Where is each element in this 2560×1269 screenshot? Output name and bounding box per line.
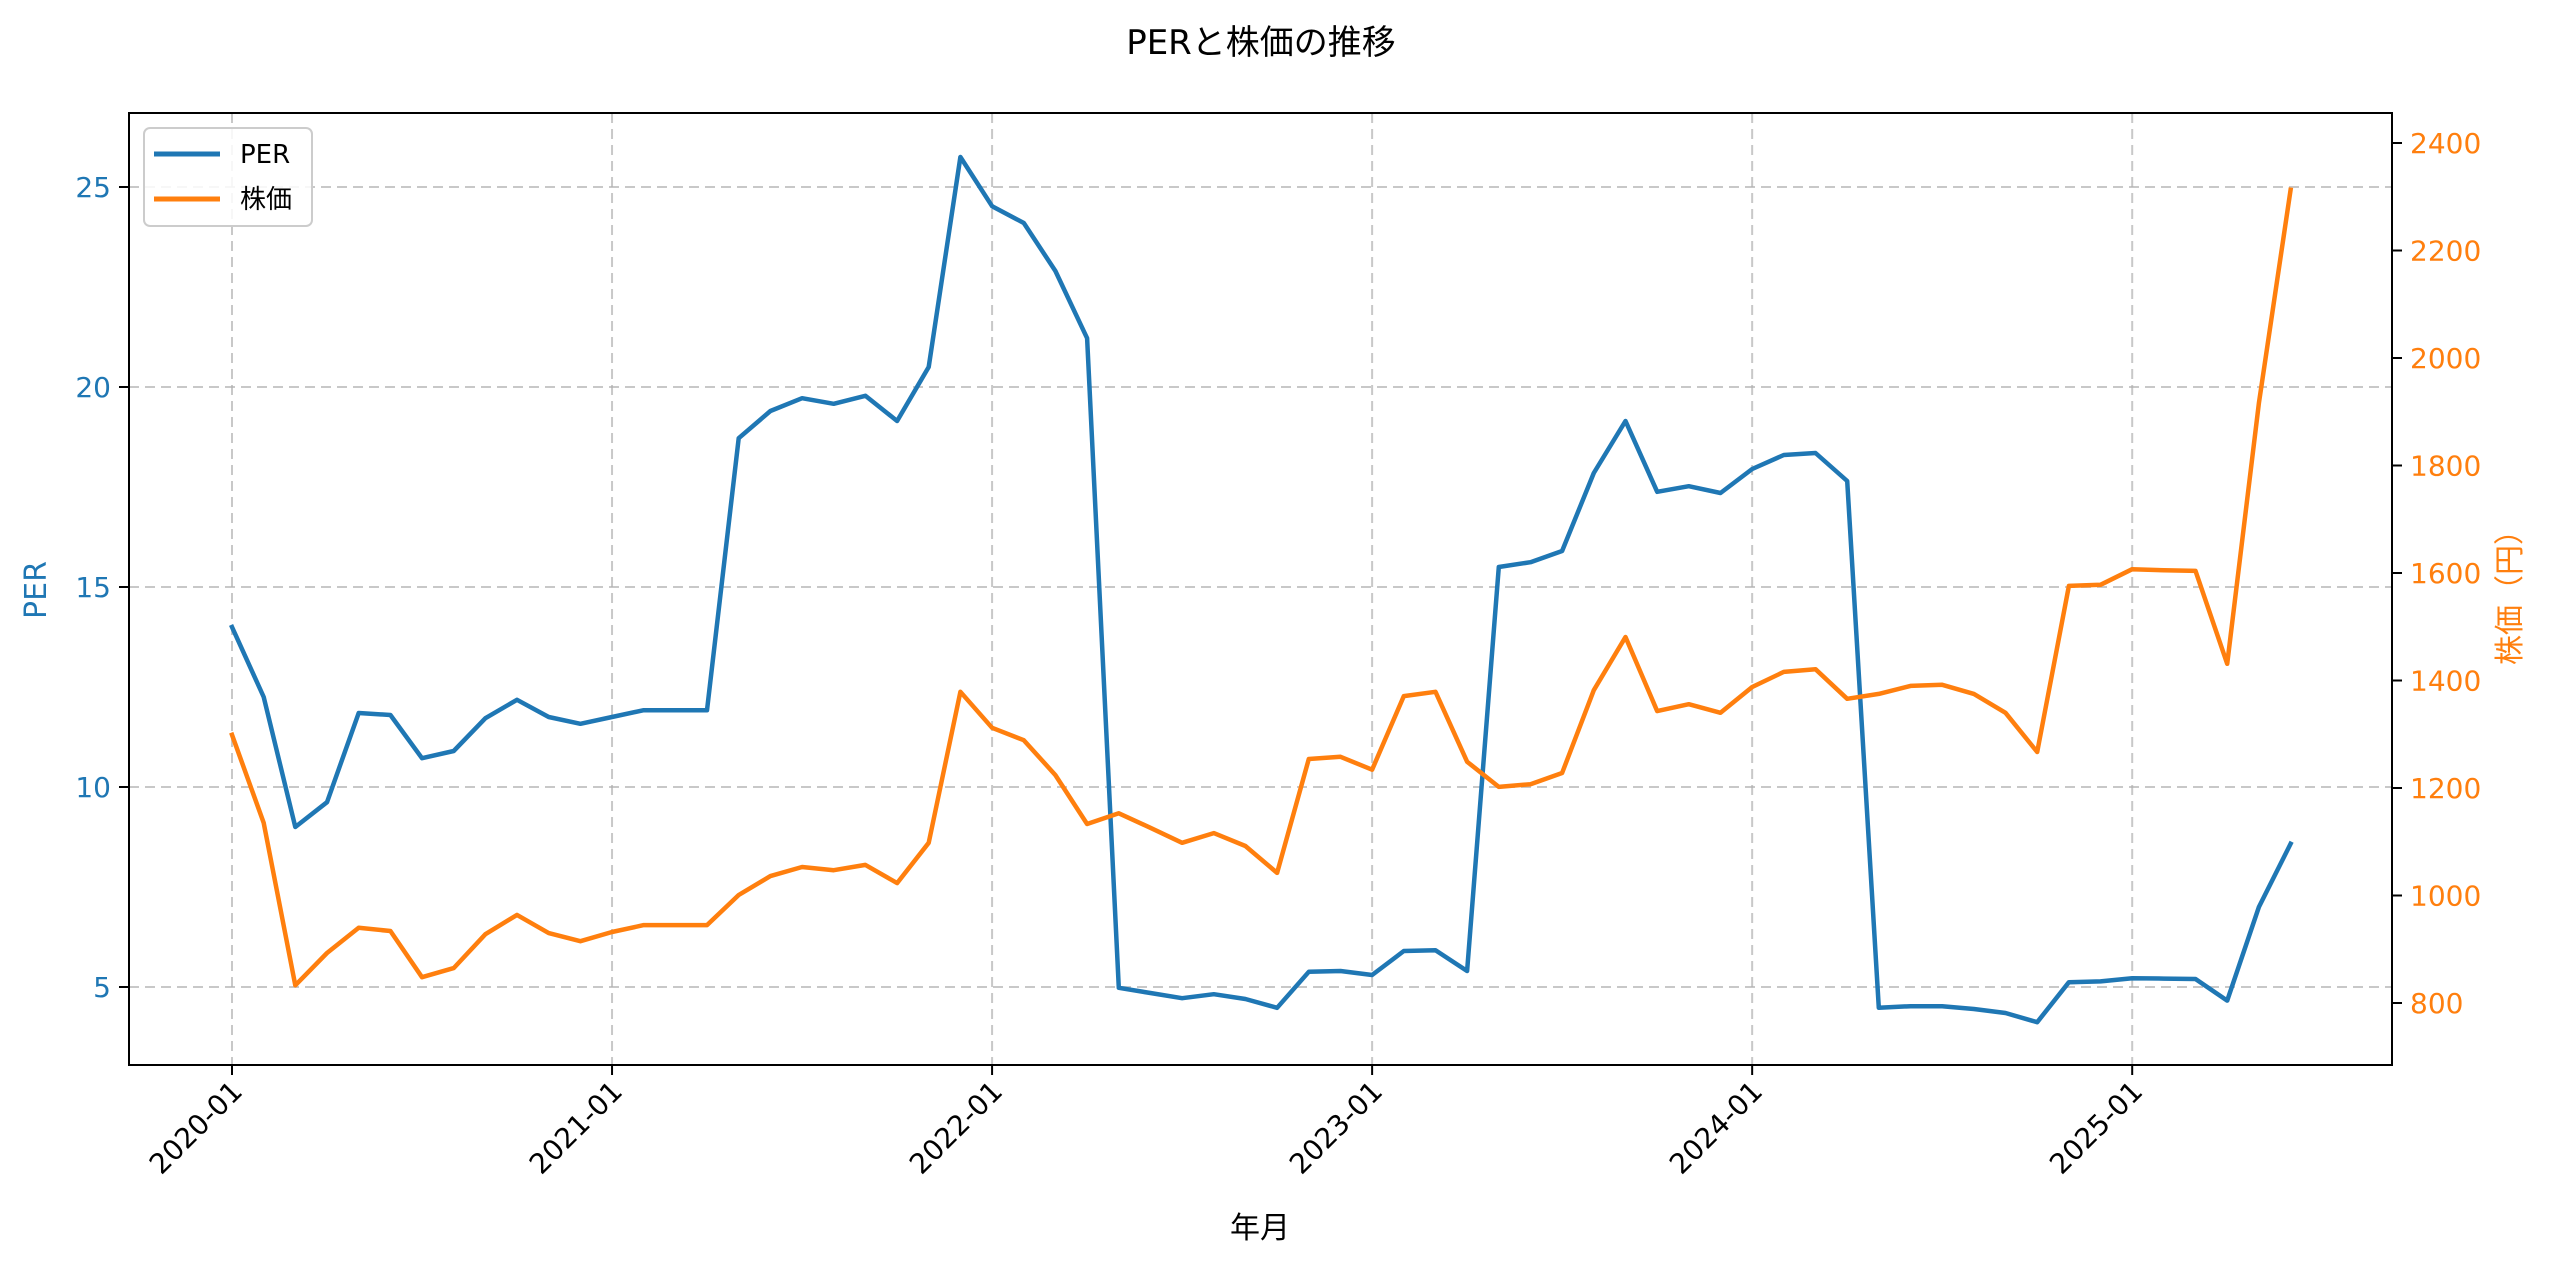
right-y-tick-label: 1400 xyxy=(2410,665,2481,698)
left-y-axis: 5 10 15 20 25 xyxy=(75,171,129,1004)
x-axis-label: 年月 xyxy=(1230,1211,1290,1246)
right-y-tick-label: 1600 xyxy=(2410,557,2481,590)
legend-label-price: 株価 xyxy=(240,185,292,215)
right-y-tick-label: 1200 xyxy=(2410,772,2481,805)
right-y-tick-label: 2000 xyxy=(2410,342,2481,375)
right-y-axis: 800 1000 1200 1400 1600 1800 2000 2200 2400 xyxy=(2392,127,2481,1020)
left-axis-label: PER xyxy=(19,561,54,619)
series-layer xyxy=(229,154,2294,1025)
right-axis-label: 株価（円） xyxy=(2493,515,2528,665)
gridlines xyxy=(129,113,2392,1065)
right-y-tick-label: 1000 xyxy=(2410,880,2481,913)
legend-label-per: PER xyxy=(240,140,290,170)
right-y-tick-label: 2200 xyxy=(2410,235,2481,268)
right-y-tick-label: 1800 xyxy=(2410,450,2481,483)
left-y-tick-label: 15 xyxy=(75,571,111,604)
chart-title: PERと株価の推移 xyxy=(1126,23,1396,63)
left-y-tick-label: 25 xyxy=(75,171,111,204)
left-y-tick-label: 5 xyxy=(93,971,111,1004)
left-y-tick-label: 10 xyxy=(75,771,111,804)
legend: PER 株価 xyxy=(143,127,313,227)
price-line xyxy=(229,187,2294,988)
plot-frame xyxy=(128,112,2393,1066)
right-y-tick-label: 800 xyxy=(2410,987,2463,1020)
per-line xyxy=(229,154,2294,1025)
right-y-tick-label: 2400 xyxy=(2410,127,2481,160)
left-y-tick-label: 20 xyxy=(75,371,111,404)
